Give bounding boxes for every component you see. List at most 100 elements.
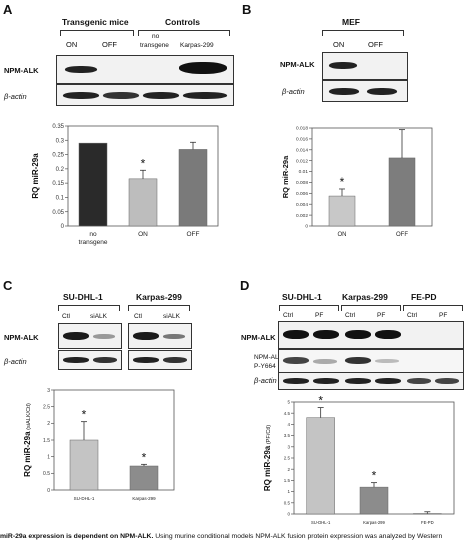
band [345,330,371,339]
band [313,359,337,364]
band [65,66,97,73]
y-tick-label: 2.5 [284,456,291,461]
bracket-karpas [341,305,401,311]
band [179,62,227,74]
group-label-karpas: Karpas-299 [342,292,388,302]
chart-b: 0 0.002 0.004 0.006 0.008 0.01 0.012 0.014 0.016… [281,126,433,238]
band [407,378,431,384]
y-tick-label: 0.3 [56,138,65,144]
panel-letter-d: D [240,278,250,293]
y-tick-label: 0.004 [296,202,308,208]
blot-d-beta-actin [278,372,464,390]
blot-label-p-y664: P-Y664 [254,363,276,370]
band [163,357,187,363]
y-tick-label: 5 [287,400,290,405]
blot-label-npm-alk-phospho: NPM-ALK [254,354,283,361]
lane-label-off: OFF [368,40,383,49]
lane-label-ctrl: Ctrl [407,312,418,319]
bracket-karpas [128,305,190,311]
lane-label-pf: PF [377,312,386,319]
blot-label-npm-alk: NPM-ALK [280,60,315,69]
y-tick-label: 0.014 [296,147,308,153]
y-tick-label: 1.5 [43,438,50,444]
y-tick-label: 4 [287,422,290,427]
band [435,378,459,384]
lane-label-ctrl: Ctrl [345,312,356,319]
y-tick-label: 0.1 [56,196,65,202]
bar [178,149,208,227]
y-tick-label: 1 [47,454,50,460]
blot-c-npm-alk-2 [128,323,192,349]
panel-letter-c: C [3,278,13,293]
blot-label-npm-alk: NPM-ALK [4,66,39,75]
blot-c-npm-alk-1 [58,323,122,349]
band [367,88,397,95]
bar [306,417,335,515]
chart-d: 0 0.5 1 1.5 2 2.5 3 3.5 4 4.5 5 RQ miR-29a (PF/Ctl)… [263,394,455,525]
band [283,357,309,364]
band [375,359,399,363]
x-category-label: ON [338,232,347,238]
group-label-sudhl1: SU-DHL-1 [282,292,322,302]
y-tick-label: 2 [47,421,50,427]
y-tick-label: 4.5 [284,411,291,416]
blot-d-phospho [278,349,464,373]
blot-a-npm-alk [56,55,234,84]
band [143,92,179,99]
y-axis-label: RQ miR-29a (siALK/Ctl) [23,403,32,477]
x-category-label: OFF [396,232,408,238]
bracket-controls [138,30,230,36]
y-axis-label-main: RQ miR-29a [281,155,290,198]
lane-label-karpas: Karpas-299 [180,42,214,49]
band [283,378,309,384]
figure-caption: miR-29a expression is dependent on NPM-A… [0,533,442,540]
blot-label-beta-actin: β-actin [254,376,277,385]
band [329,62,357,69]
significance-star: * [141,156,146,170]
y-axis-label-main: RQ miR-29a [23,431,32,477]
band [313,378,339,384]
y-tick-label: 3 [47,388,50,394]
lane-label-pf: PF [439,312,448,319]
band [133,332,159,340]
band [329,88,359,95]
lane-label-sialk: siALK [90,313,107,320]
y-tick-label: 0.5 [284,500,291,505]
y-axis-label-sub: (PF/Ctl) [266,425,272,446]
bracket-fepd [403,305,463,311]
y-tick-label: 0.008 [296,180,308,186]
x-category-label: SU-DHL-1 [311,520,331,525]
y-tick-label: 0 [287,512,290,517]
caption-bold: miR-29a expression is dependent on NPM-A… [0,533,154,540]
bar [129,465,159,491]
y-tick-label: 0 [47,488,50,494]
y-tick-label: 1.5 [284,478,291,483]
bar [128,178,158,227]
y-tick-label: 0 [305,224,308,230]
lane-label-ctrl: Ctrl [283,312,294,319]
lane-label-no-transgene-2: transgene [140,42,169,49]
panel-letter-b: B [242,2,252,17]
blot-label-beta-actin: β-actin [4,357,27,366]
lane-label-off: OFF [102,40,117,49]
blot-c-beta-actin-2 [128,350,192,370]
lane-label-no-transgene-1: no [152,33,160,40]
bracket-mef [322,30,404,36]
blot-label-beta-actin: β-actin [282,87,305,96]
lane-label-pf: PF [315,312,324,319]
band [103,92,139,99]
blot-label-npm-alk: NPM-ALK [4,333,39,342]
y-axis-label-sub: (siALK/Ctl) [26,403,32,431]
y-tick-label: 0.15 [52,181,64,187]
bar [78,142,108,227]
significance-star: * [318,394,323,408]
lane-label-on: ON [66,40,78,49]
y-tick-label: 0 [61,224,65,230]
lane-label-on: ON [333,40,345,49]
y-axis-label: RQ miR-29a (PF/Ctl) [263,425,272,491]
y-tick-label: 0.2 [56,167,65,173]
band [63,332,89,340]
blot-label-npm-alk: NPM-ALK [241,333,276,342]
bar [328,195,356,227]
y-tick-label: 0.012 [296,158,308,164]
